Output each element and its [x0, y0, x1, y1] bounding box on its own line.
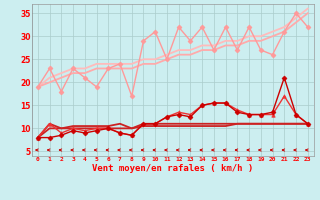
X-axis label: Vent moyen/en rafales ( km/h ): Vent moyen/en rafales ( km/h ) [92, 164, 253, 173]
